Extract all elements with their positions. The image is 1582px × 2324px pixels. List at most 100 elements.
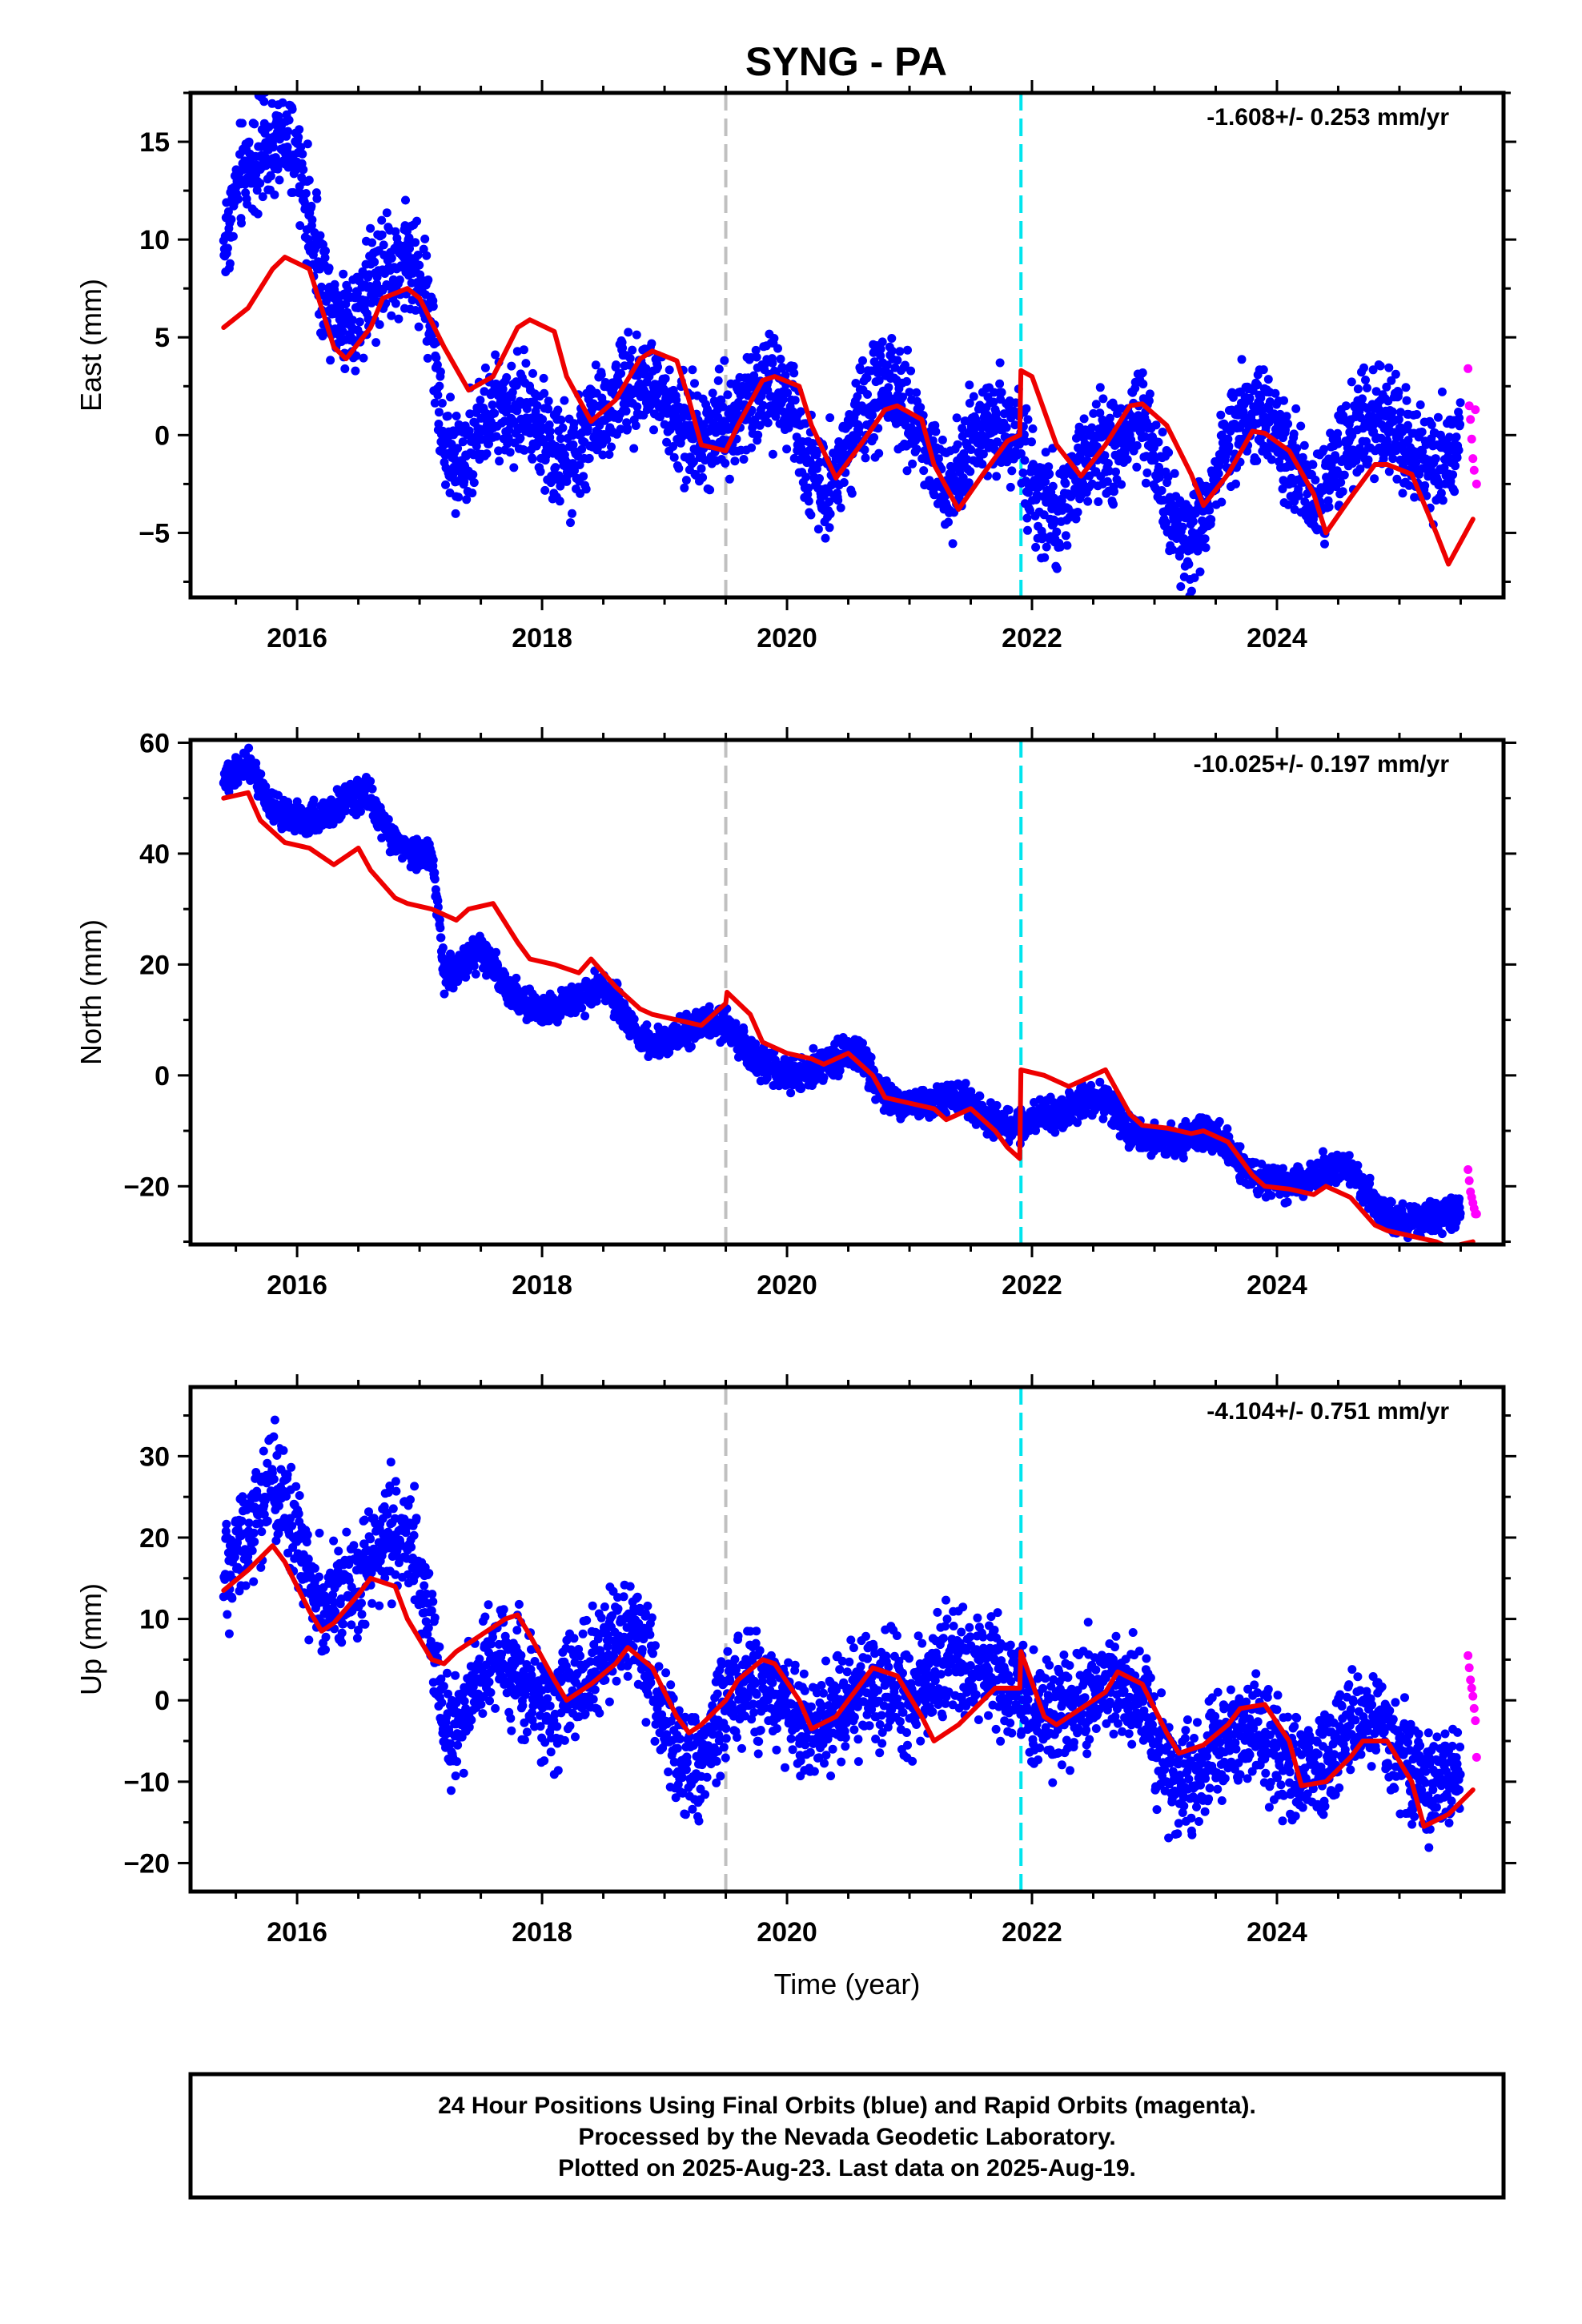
final-point [1379,454,1388,464]
final-point [1038,531,1048,541]
final-point [779,395,788,404]
final-point [568,509,576,518]
final-point [1370,474,1379,484]
final-point [404,233,414,243]
final-point [391,227,400,236]
final-point [1277,451,1287,460]
final-point [768,358,777,368]
final-point [545,427,555,436]
x-tick-label: 2020 [757,623,817,653]
final-point [674,464,684,473]
final-point [451,509,460,518]
final-point [912,388,921,397]
final-point [379,240,388,250]
final-point [266,171,275,181]
final-point [1109,500,1118,509]
final-point [641,364,651,373]
final-point [1048,481,1058,491]
final-point [315,231,325,240]
final-point [877,337,887,347]
final-point [1151,420,1161,430]
final-point [1333,439,1343,448]
final-point [672,396,681,404]
final-point [433,390,443,400]
final-point [966,445,976,454]
final-point [261,782,271,791]
final-point [401,195,410,205]
final-point [997,388,1006,397]
final-point [833,496,843,505]
final-point [469,478,479,488]
final-point [1411,458,1421,468]
final-point [1391,369,1400,379]
final-point [753,430,763,440]
final-point [1454,445,1464,455]
final-point [355,317,364,327]
final-point [1455,413,1464,423]
final-point [1178,522,1187,532]
x-tick-label: 2024 [1247,623,1307,653]
final-point [623,424,632,433]
final-point [415,260,424,270]
final-point [1403,436,1413,445]
final-point [1164,448,1174,457]
final-point [1190,573,1199,582]
final-point [295,221,305,231]
final-point [1387,376,1396,385]
final-point [494,446,504,456]
final-point [367,784,377,794]
x-tick-label: 2022 [1002,623,1062,653]
final-point [296,143,306,152]
final-point [1308,460,1318,469]
final-point [688,365,697,375]
final-point [440,989,449,999]
final-point [948,539,958,549]
final-point [1018,468,1028,477]
final-point [1402,396,1411,405]
final-point [544,396,553,406]
final-point [516,433,525,443]
final-point [295,125,304,135]
final-point [839,478,849,487]
final-point [462,495,472,505]
final-point [854,422,864,432]
final-point [375,320,384,329]
final-point [1353,384,1363,394]
final-point [835,1066,845,1076]
final-point [387,253,396,263]
final-point [882,360,892,370]
final-point [958,424,967,433]
final-point [856,365,865,375]
final-point [1188,517,1198,526]
final-point [662,437,672,447]
final-point [629,444,639,453]
final-point [512,973,521,983]
final-point [347,316,357,325]
final-point [1184,560,1194,569]
final-point [1138,368,1147,377]
final-point [681,1009,691,1019]
final-point [1158,428,1167,436]
final-point [821,533,830,543]
final-point [1207,515,1216,525]
final-point [815,474,824,483]
final-point [723,390,733,400]
final-point [1421,440,1431,449]
final-point [625,360,635,370]
final-point [391,299,400,308]
final-point [536,467,545,476]
final-point [322,296,331,306]
final-point [1359,363,1368,372]
final-point [532,401,542,410]
final-point [1163,472,1173,481]
final-point [1031,542,1041,552]
final-point [1448,470,1458,480]
final-point [436,367,445,376]
final-point [1299,440,1309,450]
final-point [1162,518,1171,528]
final-point [655,1051,664,1060]
final-point [287,105,297,114]
final-point [444,412,452,420]
final-point [718,402,728,412]
